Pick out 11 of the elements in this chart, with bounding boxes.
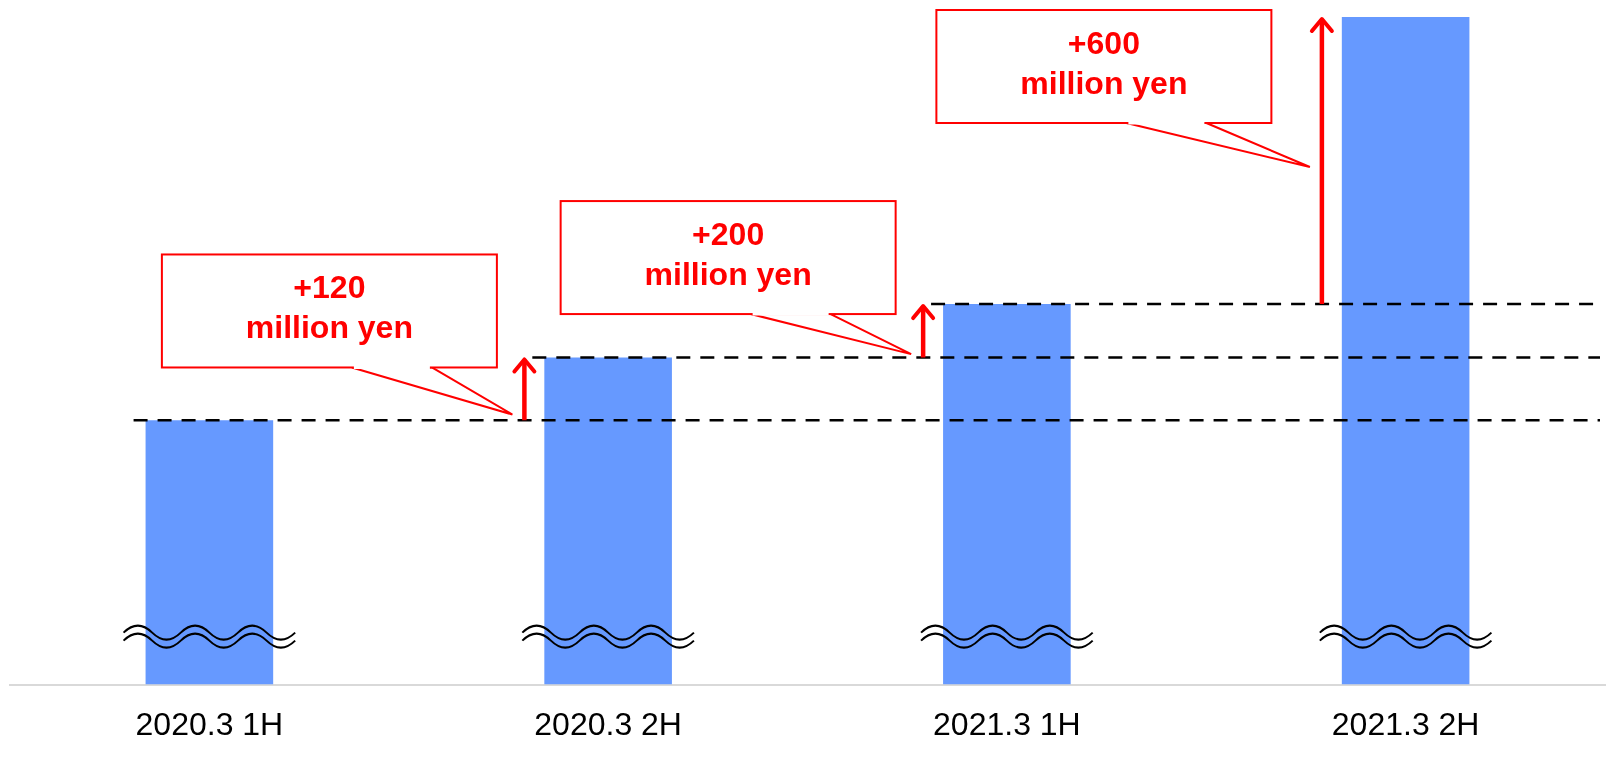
x-tick-label: 2020.3 1H (135, 705, 284, 742)
x-tick-label: 2021.3 1H (933, 705, 1081, 742)
x-tick-label: 2020.3 2H (534, 705, 682, 742)
bar (145, 420, 274, 685)
bar (943, 304, 1071, 685)
annotation: +600 million yen (1020, 25, 1188, 101)
bar (544, 357, 672, 685)
x-tick-label: 2021.3 2H (1331, 705, 1480, 742)
annotation: +200 million yen (644, 216, 812, 293)
bar (1341, 17, 1470, 685)
annotation: +120 million yen (245, 269, 413, 346)
